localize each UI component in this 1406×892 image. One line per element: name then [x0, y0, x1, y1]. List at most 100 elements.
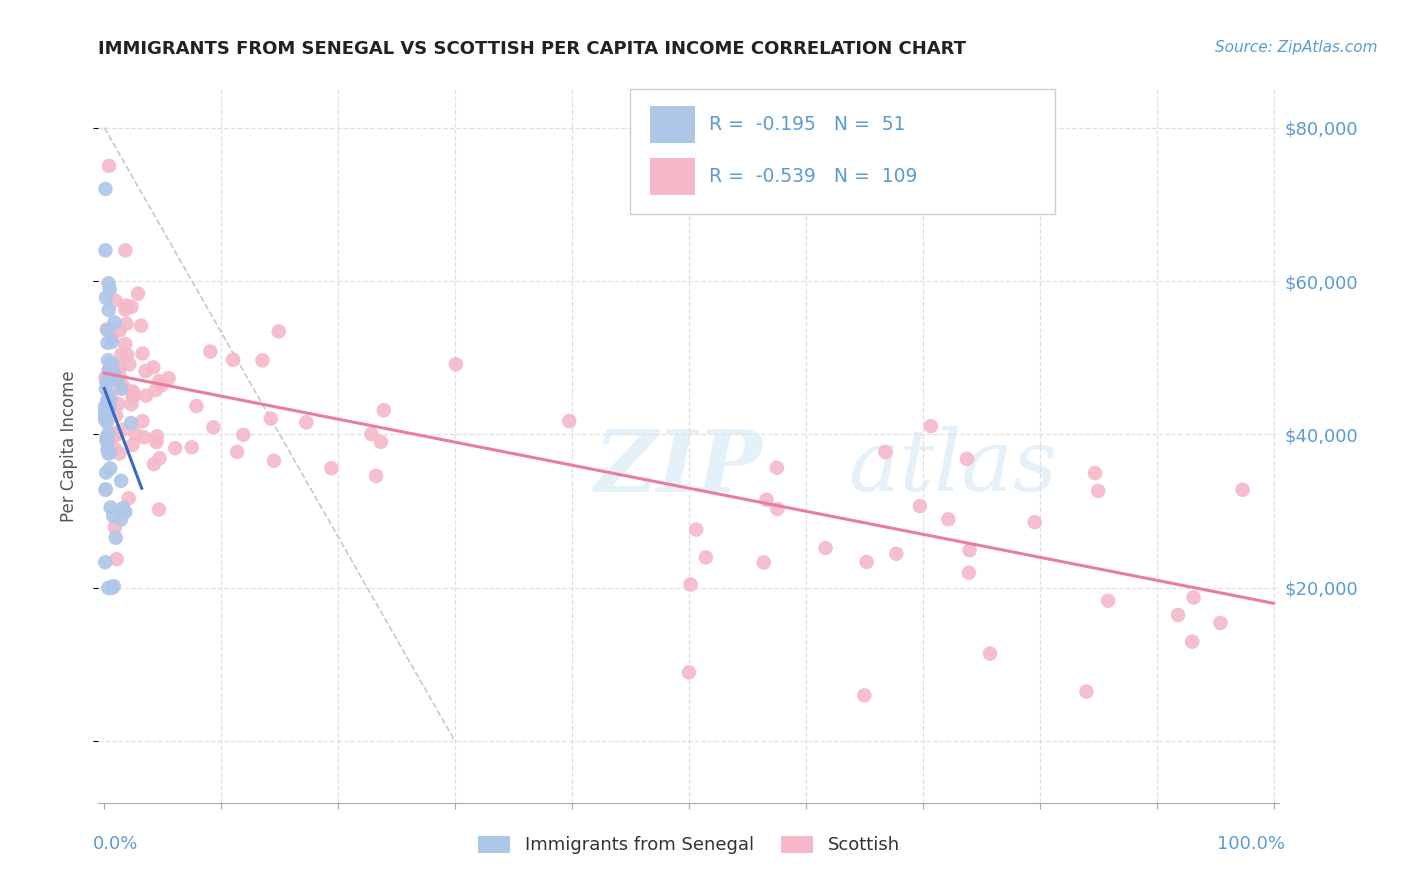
Point	[129, 318, 152, 333]
Point	[1181, 634, 1204, 648]
Point	[122, 389, 145, 403]
Point	[94, 244, 117, 258]
Point	[148, 374, 170, 388]
Point	[100, 391, 122, 405]
Point	[755, 492, 778, 507]
Point	[263, 454, 285, 468]
Legend: Immigrants from Senegal, Scottish: Immigrants from Senegal, Scottish	[471, 829, 907, 862]
Point	[97, 277, 120, 291]
Point	[101, 581, 124, 595]
Point	[107, 397, 129, 411]
Point	[115, 348, 138, 362]
Text: R =  -0.539   N =  109: R = -0.539 N = 109	[709, 167, 917, 186]
Point	[111, 423, 134, 437]
Text: 0.0%: 0.0%	[93, 835, 138, 853]
Point	[370, 434, 392, 449]
Point	[145, 383, 167, 397]
Point	[165, 441, 187, 455]
Point	[127, 286, 149, 301]
Point	[145, 435, 167, 450]
Point	[1084, 466, 1107, 480]
Point	[98, 400, 121, 414]
Point	[226, 445, 249, 459]
Point	[908, 499, 931, 513]
Point	[105, 428, 128, 442]
Point	[105, 374, 128, 388]
Point	[97, 387, 120, 401]
Point	[94, 483, 117, 497]
Text: IMMIGRANTS FROM SENEGAL VS SCOTTISH PER CAPITA INCOME CORRELATION CHART: IMMIGRANTS FROM SENEGAL VS SCOTTISH PER …	[98, 40, 966, 58]
Point	[98, 392, 121, 406]
Point	[679, 577, 702, 591]
Point	[105, 409, 128, 423]
Point	[1087, 483, 1109, 498]
Point	[752, 556, 775, 570]
Point	[150, 378, 173, 392]
Text: atlas: atlas	[848, 426, 1057, 508]
Point	[103, 316, 125, 330]
Point	[96, 322, 118, 336]
Point	[98, 282, 121, 296]
Point	[766, 502, 789, 516]
Point	[100, 500, 122, 515]
Point	[94, 291, 117, 305]
Point	[101, 330, 124, 344]
Point	[364, 469, 387, 483]
Point	[260, 411, 283, 425]
Point	[98, 398, 121, 412]
Point	[104, 293, 127, 308]
Point	[97, 426, 120, 441]
Point	[94, 400, 117, 414]
Point	[93, 408, 115, 422]
Point	[97, 367, 120, 381]
Point	[96, 442, 118, 457]
Point	[855, 555, 877, 569]
Point	[114, 337, 136, 351]
Point	[122, 384, 145, 399]
Point	[1167, 607, 1189, 622]
Point	[252, 353, 274, 368]
Point	[108, 369, 131, 384]
Point	[120, 416, 142, 430]
Point	[157, 371, 180, 385]
Point	[97, 446, 120, 460]
Point	[98, 363, 121, 377]
Point	[920, 419, 942, 434]
Point	[1209, 615, 1232, 630]
Point	[142, 360, 165, 375]
Point	[222, 352, 245, 367]
Text: 100.0%: 100.0%	[1218, 835, 1285, 853]
Point	[124, 426, 146, 441]
Point	[766, 460, 789, 475]
Point	[558, 414, 581, 428]
Point	[108, 375, 131, 389]
Point	[97, 353, 120, 368]
Point	[94, 555, 117, 569]
Point	[202, 420, 225, 434]
Text: R =  -0.195   N =  51: R = -0.195 N = 51	[709, 115, 905, 134]
Point	[96, 434, 118, 449]
Point	[96, 335, 118, 350]
Text: ZIP: ZIP	[595, 425, 762, 509]
Bar	[650, 158, 695, 194]
Point	[104, 442, 127, 457]
Point	[979, 647, 1001, 661]
Y-axis label: Per Capita Income: Per Capita Income	[59, 370, 77, 522]
Point	[96, 434, 118, 448]
Point	[135, 364, 157, 378]
Point	[103, 366, 125, 380]
Point	[200, 344, 222, 359]
Point	[444, 357, 467, 371]
Point	[110, 376, 132, 390]
Point	[121, 389, 143, 403]
Point	[96, 430, 118, 444]
Point	[695, 550, 717, 565]
Point	[101, 334, 124, 349]
Point	[94, 371, 117, 385]
Point	[186, 399, 208, 413]
Point	[131, 346, 153, 360]
Point	[936, 512, 959, 526]
Point	[267, 324, 290, 338]
Point	[120, 300, 142, 314]
Point	[98, 445, 121, 459]
